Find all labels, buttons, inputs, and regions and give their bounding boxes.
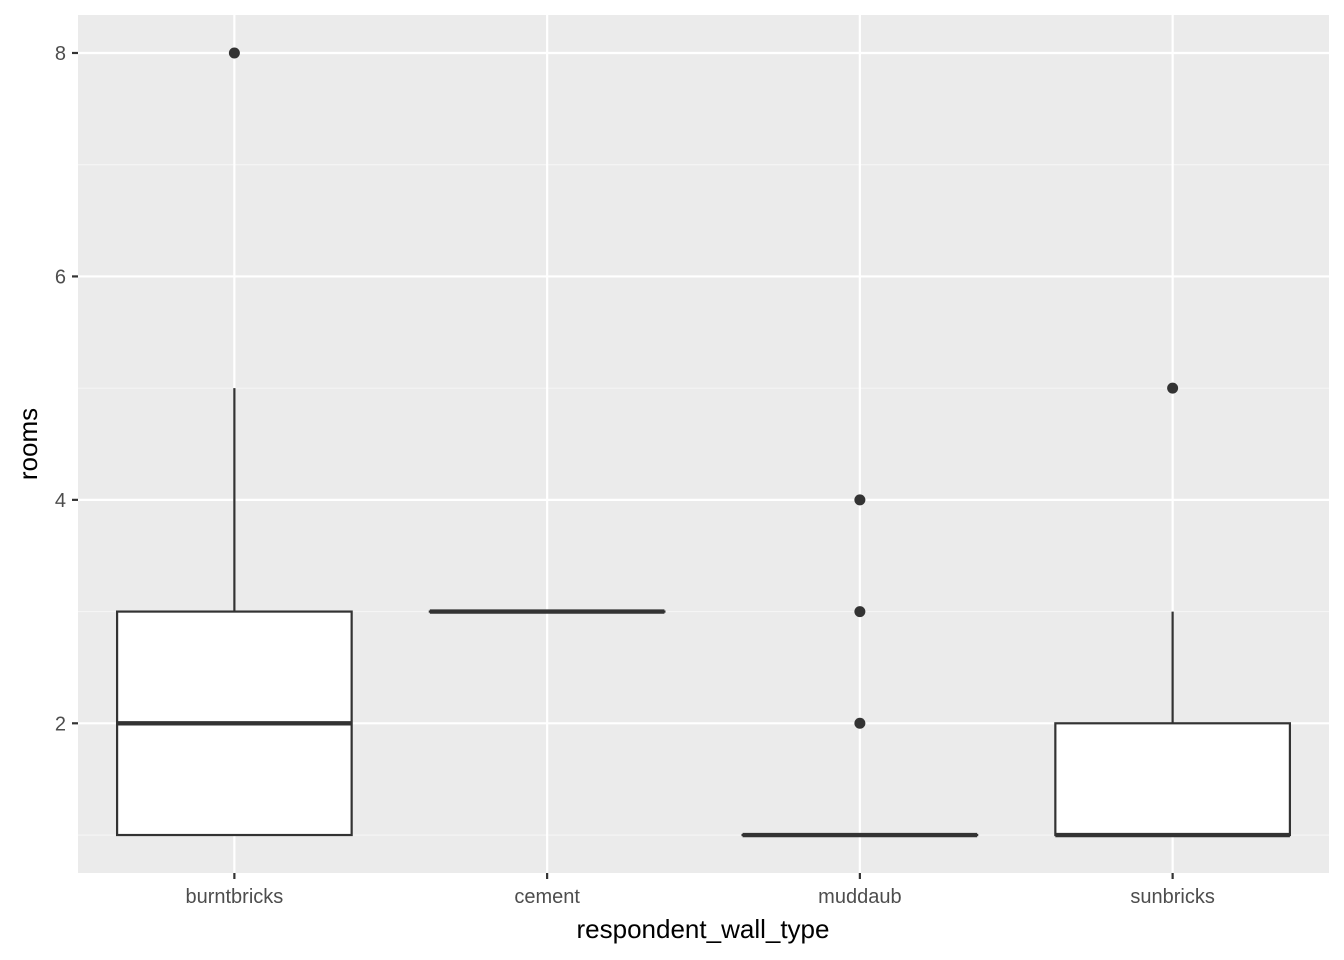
- box-iqr: [1054, 722, 1292, 837]
- y-tick-label: 4: [55, 490, 66, 512]
- x-tick-label: sunbricks: [1130, 886, 1214, 908]
- outlier-point: [854, 606, 866, 618]
- box-sunbricks: [1054, 382, 1292, 838]
- outlier-point: [854, 717, 866, 729]
- y-axis-title: rooms: [13, 408, 43, 480]
- box-burntbricks: [115, 47, 353, 837]
- y-tick-label: 2: [55, 713, 66, 735]
- y-tick-label: 6: [55, 266, 66, 288]
- x-tick-label: cement: [514, 886, 580, 908]
- axes: 2 4 6 8 burntbricks cement muddaub sunbricks: [55, 43, 1215, 908]
- x-tick-label: muddaub: [818, 886, 901, 908]
- outlier-point: [854, 494, 866, 506]
- box-series: [115, 47, 1292, 838]
- outlier-point: [1167, 382, 1179, 394]
- box-muddaub: [741, 494, 979, 838]
- grid-lines: [78, 15, 1329, 873]
- outlier-point: [228, 47, 240, 59]
- x-tick-label: burntbricks: [185, 886, 283, 908]
- y-tick-label: 8: [55, 43, 66, 65]
- x-axis-title: respondent_wall_type: [577, 914, 830, 944]
